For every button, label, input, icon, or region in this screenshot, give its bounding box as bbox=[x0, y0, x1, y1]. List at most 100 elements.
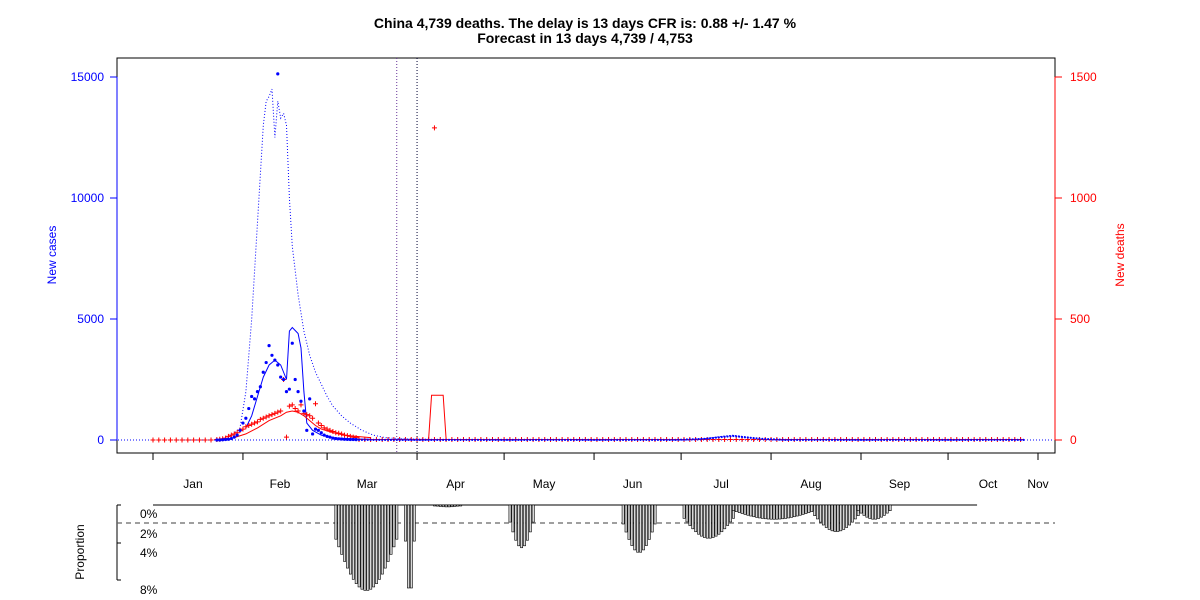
case-point bbox=[694, 438, 697, 441]
case-point bbox=[223, 437, 228, 442]
case-point bbox=[529, 438, 532, 441]
case-point bbox=[856, 438, 860, 441]
case-point bbox=[1019, 438, 1022, 441]
cases-trend-line bbox=[245, 326, 371, 440]
proportion-bar bbox=[691, 504, 695, 530]
death-point bbox=[249, 421, 255, 427]
proportion-bar bbox=[766, 504, 770, 520]
case-point bbox=[261, 370, 265, 374]
proportion-bar bbox=[508, 504, 512, 523]
case-point bbox=[389, 438, 393, 441]
proportion-bar bbox=[459, 504, 463, 507]
case-point bbox=[706, 437, 709, 440]
proportion-bar bbox=[810, 504, 814, 512]
case-point bbox=[700, 437, 703, 441]
proportion-bar bbox=[732, 504, 735, 511]
case-point bbox=[822, 438, 825, 441]
death-point bbox=[254, 419, 260, 425]
proportion-bar bbox=[848, 504, 851, 526]
case-point bbox=[1002, 438, 1005, 441]
proportion-bar bbox=[880, 504, 883, 518]
chart-subtitle: Forecast in 13 days 4,739 / 4,753 bbox=[477, 30, 693, 46]
proportion-bar bbox=[653, 504, 657, 525]
case-point bbox=[450, 438, 453, 441]
case-point bbox=[392, 438, 395, 441]
case-point bbox=[761, 437, 764, 441]
case-point bbox=[305, 428, 309, 432]
proportion-bar bbox=[790, 504, 793, 518]
case-point bbox=[833, 438, 836, 441]
case-point bbox=[964, 438, 967, 441]
case-point bbox=[485, 438, 488, 441]
case-point bbox=[738, 435, 741, 438]
left-axis: 0 5000 10000 15000 bbox=[71, 70, 118, 447]
proportion-bar bbox=[845, 504, 848, 528]
case-point bbox=[906, 438, 909, 441]
case-point bbox=[453, 438, 456, 441]
proportion-bar bbox=[526, 504, 529, 541]
plot-layer bbox=[118, 58, 1054, 453]
proportion-bar bbox=[813, 504, 817, 516]
case-point bbox=[810, 438, 813, 441]
proportion-bar bbox=[386, 504, 390, 562]
case-point bbox=[587, 438, 590, 441]
proportion-bar bbox=[444, 504, 448, 508]
death-point bbox=[292, 406, 298, 412]
case-point bbox=[996, 438, 999, 441]
proportion-bar bbox=[647, 504, 651, 540]
case-point bbox=[662, 438, 665, 441]
lower-tick-label: 2% bbox=[140, 527, 158, 541]
case-point bbox=[619, 438, 622, 441]
proportion-bar bbox=[821, 504, 825, 526]
case-point bbox=[381, 438, 384, 441]
case-point bbox=[299, 399, 303, 403]
case-point bbox=[293, 377, 297, 382]
case-point bbox=[424, 438, 427, 441]
case-point bbox=[363, 438, 366, 441]
proportion-bar bbox=[853, 504, 857, 520]
case-point bbox=[801, 438, 805, 441]
case-point bbox=[436, 438, 439, 441]
death-point bbox=[295, 408, 301, 414]
proportion-bar bbox=[453, 504, 457, 507]
proportion-bar bbox=[833, 504, 837, 532]
case-point bbox=[813, 438, 816, 441]
case-point bbox=[999, 438, 1002, 441]
case-point bbox=[784, 438, 787, 441]
proportion-bar bbox=[758, 504, 761, 519]
case-point bbox=[369, 438, 372, 441]
case-point bbox=[534, 438, 538, 441]
case-point bbox=[949, 438, 953, 441]
case-point bbox=[517, 438, 520, 441]
case-point bbox=[798, 438, 802, 441]
x-axis-month-label: May bbox=[533, 477, 556, 491]
death-point bbox=[336, 430, 342, 436]
case-point bbox=[296, 390, 300, 394]
case-point bbox=[633, 438, 636, 441]
case-point bbox=[709, 437, 712, 440]
case-point bbox=[836, 438, 839, 441]
case-point bbox=[302, 409, 306, 413]
case-point bbox=[1013, 438, 1016, 441]
death-point bbox=[275, 409, 281, 415]
case-point bbox=[532, 438, 535, 441]
proportion-bar bbox=[523, 504, 526, 547]
case-point bbox=[433, 438, 436, 441]
proportion-bar bbox=[433, 504, 436, 507]
death-point bbox=[722, 437, 728, 443]
proportion-bar bbox=[711, 504, 715, 538]
case-point bbox=[313, 427, 318, 431]
proportion-bar bbox=[781, 504, 785, 520]
case-point bbox=[331, 436, 335, 440]
proportion-bar bbox=[624, 504, 628, 533]
proportion-bar bbox=[819, 504, 822, 523]
proportion-bar bbox=[705, 504, 709, 539]
right-axis-tick-label: 0 bbox=[1070, 433, 1077, 447]
case-point bbox=[511, 438, 514, 441]
case-point bbox=[717, 436, 720, 439]
death-point bbox=[283, 434, 289, 440]
x-axis-month-label: Oct bbox=[979, 477, 998, 491]
case-point bbox=[720, 435, 723, 439]
x-axis-month-label: Feb bbox=[270, 477, 291, 491]
right-axis-tick-label: 500 bbox=[1070, 312, 1090, 326]
